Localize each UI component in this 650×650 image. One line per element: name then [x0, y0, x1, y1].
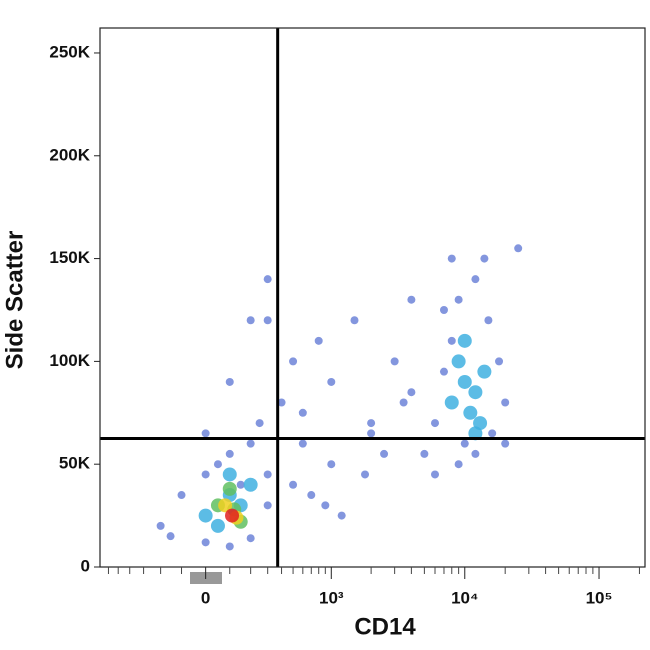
- x-tick-label: 0: [201, 588, 210, 607]
- data-point: [399, 398, 408, 407]
- data-point: [420, 449, 429, 458]
- data-point: [225, 542, 234, 551]
- data-point: [477, 364, 492, 379]
- x-tick-label: 10³: [319, 588, 344, 607]
- data-point: [263, 275, 272, 284]
- data-point: [495, 357, 504, 366]
- data-point: [225, 377, 234, 386]
- data-point: [222, 481, 237, 496]
- data-point: [218, 498, 233, 513]
- data-point: [430, 419, 439, 428]
- data-point: [314, 336, 323, 345]
- data-point: [468, 385, 483, 400]
- data-point: [380, 449, 389, 458]
- data-point: [263, 501, 272, 510]
- data-point: [222, 467, 237, 482]
- data-point: [454, 295, 463, 304]
- data-point: [225, 449, 234, 458]
- data-point: [484, 316, 493, 325]
- data-point: [350, 316, 359, 325]
- data-point: [263, 470, 272, 479]
- data-point: [514, 244, 523, 253]
- y-tick-label: 250K: [49, 42, 90, 61]
- data-point: [327, 460, 336, 469]
- data-point: [367, 429, 376, 438]
- data-point: [457, 374, 472, 389]
- data-point: [307, 491, 316, 500]
- data-point: [463, 405, 478, 420]
- data-point: [201, 429, 210, 438]
- data-point: [447, 254, 456, 263]
- data-point: [225, 508, 240, 523]
- data-point: [263, 316, 272, 325]
- data-point: [298, 439, 307, 448]
- data-point: [501, 398, 510, 407]
- data-point: [468, 426, 483, 441]
- data-point: [327, 377, 336, 386]
- data-point: [166, 532, 175, 541]
- data-point: [201, 538, 210, 547]
- data-point: [246, 316, 255, 325]
- data-point: [210, 518, 225, 533]
- data-point: [298, 408, 307, 417]
- data-point: [444, 395, 459, 410]
- plot-frame: [99, 27, 646, 568]
- data-point: [439, 367, 448, 376]
- data-point: [447, 336, 456, 345]
- data-point: [361, 470, 370, 479]
- data-point: [407, 388, 416, 397]
- data-point: [246, 534, 255, 543]
- data-point: [277, 398, 286, 407]
- data-point: [501, 439, 510, 448]
- y-tick-label: 0: [81, 556, 90, 575]
- data-point: [471, 275, 480, 284]
- data-point: [243, 477, 258, 492]
- data-point: [236, 480, 245, 489]
- data-point: [390, 357, 399, 366]
- y-axis-label: Side Scatter: [1, 231, 28, 370]
- x-tick-label: 10⁴: [451, 588, 478, 607]
- y-tick-label: 150K: [49, 248, 90, 267]
- data-point: [430, 470, 439, 479]
- data-point: [201, 470, 210, 479]
- data-point: [480, 254, 489, 263]
- data-point: [255, 419, 264, 428]
- x-tick-label: 10⁵: [586, 588, 613, 607]
- data-point: [289, 480, 298, 489]
- data-point: [198, 508, 213, 523]
- x-axis-label: CD14: [354, 613, 416, 640]
- data-point: [213, 460, 222, 469]
- data-point: [337, 511, 346, 520]
- data-point: [367, 419, 376, 428]
- data-point: [471, 449, 480, 458]
- y-tick-label: 50K: [59, 454, 91, 473]
- y-tick-label: 200K: [49, 145, 90, 164]
- data-point: [439, 305, 448, 314]
- data-point: [451, 354, 466, 369]
- data-point: [246, 439, 255, 448]
- data-point: [156, 521, 165, 530]
- data-point: [407, 295, 416, 304]
- data-point: [289, 357, 298, 366]
- data-point: [454, 460, 463, 469]
- data-point: [457, 333, 472, 348]
- data-point: [321, 501, 330, 510]
- data-point: [488, 429, 497, 438]
- y-tick-label: 100K: [49, 351, 90, 370]
- data-point: [177, 491, 186, 500]
- data-point: [460, 439, 469, 448]
